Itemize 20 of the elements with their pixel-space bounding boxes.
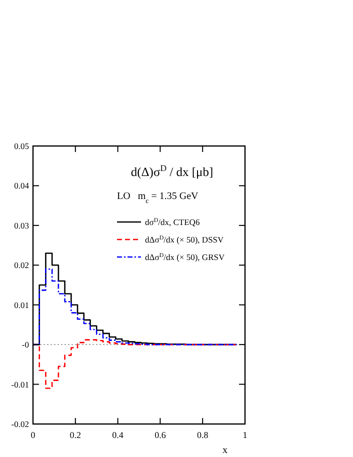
x-axis-title: x	[222, 445, 228, 456]
legend-label: dΔσ$^{D}$/dx (× 50), GRSV	[145, 252, 226, 262]
text: d(Δ)σ$^{D}$ / dx [μb]	[130, 163, 214, 179]
x-tick-label: 0.6	[154, 430, 166, 440]
y-tick-label: 0.05	[14, 141, 29, 151]
legend-label: dσ$^{D}$/dx, CTEQ6	[145, 217, 200, 227]
legend-label: dΔσ$^{D}$/dx (× 50), DSSV	[145, 234, 225, 244]
y-tick-label: 0.02	[14, 260, 29, 270]
x-tick-label: 0.2	[70, 430, 82, 440]
y-tick-label: 0.01	[14, 300, 29, 310]
y-tick-label: 0.04	[14, 180, 30, 191]
y-tick-label: -0	[22, 340, 29, 350]
x-tick-label: 1	[242, 430, 248, 440]
text: LO m$_{c}$ = 1.35 GeV	[117, 191, 200, 205]
x-tick-label: 0	[30, 430, 36, 440]
y-tick-label: -0.02	[11, 419, 29, 429]
x-tick-label: 0.4	[112, 430, 124, 440]
x-tick-label: 0.8	[196, 430, 209, 440]
y-tick-label: 0.03	[14, 220, 29, 230]
y-tick-label: -0.01	[11, 379, 29, 390]
